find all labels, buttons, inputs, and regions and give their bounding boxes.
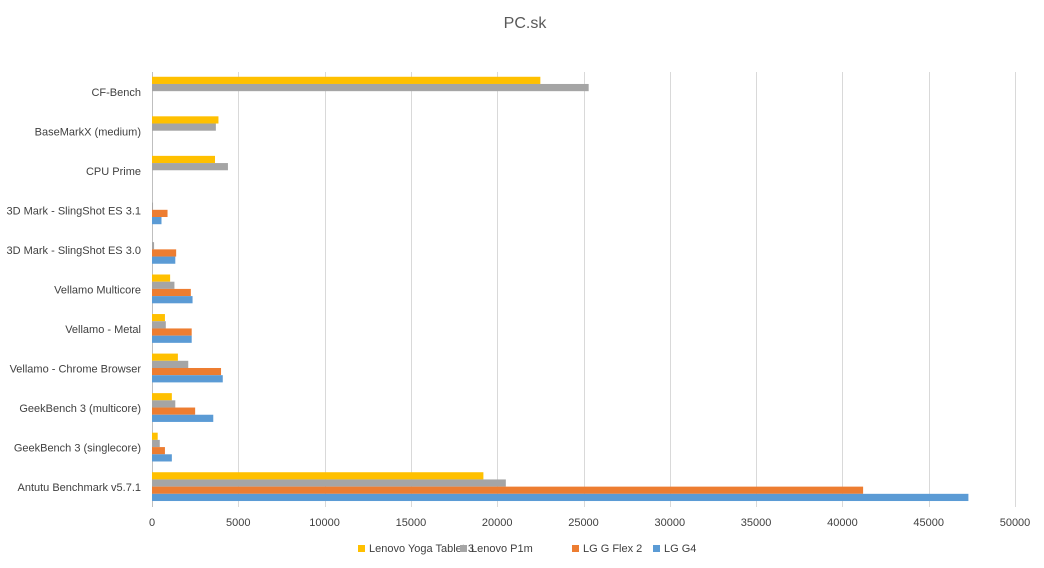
bar-lg-g-flex-2 xyxy=(152,328,192,336)
category-label: Vellamo - Metal xyxy=(65,324,141,336)
legend-label: LG G Flex 2 xyxy=(583,543,642,555)
category-label: Vellamo - Chrome Browser xyxy=(10,364,142,376)
bar-lenovo-yoga-tablet-3 xyxy=(152,393,172,401)
category-label: GeekBench 3 (singlecore) xyxy=(14,443,141,455)
category-label: GeekBench 3 (multicore) xyxy=(19,403,141,415)
bar-lenovo-p1m xyxy=(152,360,189,368)
x-tick-label: 40000 xyxy=(827,517,858,529)
bar-lenovo-yoga-tablet-3 xyxy=(152,155,215,164)
category-label: 3D Mark - SlingShot ES 3.0 xyxy=(6,245,141,257)
legend-label: Lenovo P1m xyxy=(471,543,533,555)
x-tick-label: 5000 xyxy=(226,517,250,529)
bar-lenovo-p1m xyxy=(152,123,216,131)
bars xyxy=(152,76,969,502)
legend-swatch xyxy=(653,545,660,552)
bar-lenovo-yoga-tablet-3 xyxy=(152,274,171,282)
bar-lg-g-flex-2 xyxy=(152,407,196,415)
x-tick-label: 35000 xyxy=(741,517,772,529)
bar-lenovo-p1m xyxy=(152,281,175,289)
category-label: Antutu Benchmark v5.7.1 xyxy=(17,482,141,494)
bar-lg-g-flex-2 xyxy=(152,209,168,218)
category-label: CF-Bench xyxy=(91,87,141,99)
bar-lenovo-p1m xyxy=(152,202,154,210)
legend-swatch xyxy=(358,545,365,552)
legend-swatch xyxy=(572,545,579,552)
bar-lg-g4 xyxy=(152,454,172,462)
bar-lg-g4 xyxy=(152,414,214,422)
legend-swatch xyxy=(460,545,467,552)
bar-lg-g4 xyxy=(152,296,193,304)
bar-lenovo-p1m xyxy=(152,400,176,408)
bar-lenovo-yoga-tablet-3 xyxy=(152,432,158,440)
x-tick-label: 45000 xyxy=(913,517,944,529)
bar-lenovo-yoga-tablet-3 xyxy=(152,353,178,361)
x-tick-label: 15000 xyxy=(396,517,427,529)
gridlines xyxy=(152,72,1016,507)
bar-lenovo-yoga-tablet-3 xyxy=(152,314,165,322)
bar-lg-g4 xyxy=(152,256,176,264)
x-tick-label: 10000 xyxy=(309,517,340,529)
legend-label: Lenovo Yoga Tablet 3 xyxy=(369,543,474,555)
x-tick-label: 20000 xyxy=(482,517,513,529)
category-label: BaseMarkX (medium) xyxy=(35,126,141,138)
x-tick-label: 30000 xyxy=(655,517,686,529)
bar-lg-g4 xyxy=(152,493,969,502)
bar-lenovo-yoga-tablet-3 xyxy=(152,472,484,480)
bar-lenovo-p1m xyxy=(152,83,589,92)
category-labels: Antutu Benchmark v5.7.1 GeekBench 3 (sing… xyxy=(6,87,141,494)
bar-lg-g-flex-2 xyxy=(152,367,222,376)
bar-lenovo-p1m xyxy=(152,163,228,171)
x-tick-label: 0 xyxy=(149,517,155,529)
bar-lg-g-flex-2 xyxy=(152,447,165,455)
x-tick-label: 50000 xyxy=(1000,517,1031,529)
bar-lenovo-p1m xyxy=(152,479,506,487)
category-label: Vellamo Multicore xyxy=(54,285,141,297)
bar-lg-g-flex-2 xyxy=(152,288,191,297)
bar-lenovo-p1m xyxy=(152,439,160,448)
bar-lg-g4 xyxy=(152,217,162,225)
x-tick-label: 25000 xyxy=(568,517,599,529)
bar-lenovo-yoga-tablet-3 xyxy=(152,116,219,124)
bar-lg-g-flex-2 xyxy=(152,249,177,257)
x-axis-tick-labels: 0 5000 10000 15000 20000 25000 30000 35000 40000… xyxy=(149,517,1030,529)
bar-lenovo-yoga-tablet-3 xyxy=(152,76,541,84)
bar-lenovo-p1m xyxy=(152,242,155,250)
bar-lg-g4 xyxy=(152,375,223,383)
bar-lg-g-flex-2 xyxy=(152,486,864,494)
category-label: CPU Prime xyxy=(86,166,141,178)
category-label: 3D Mark - SlingShot ES 3.1 xyxy=(6,205,141,217)
legend-label: LG G4 xyxy=(664,543,696,555)
chart-title: PC.sk xyxy=(504,15,548,32)
bar-lg-g4 xyxy=(152,335,192,343)
bar-lenovo-p1m xyxy=(152,321,166,329)
